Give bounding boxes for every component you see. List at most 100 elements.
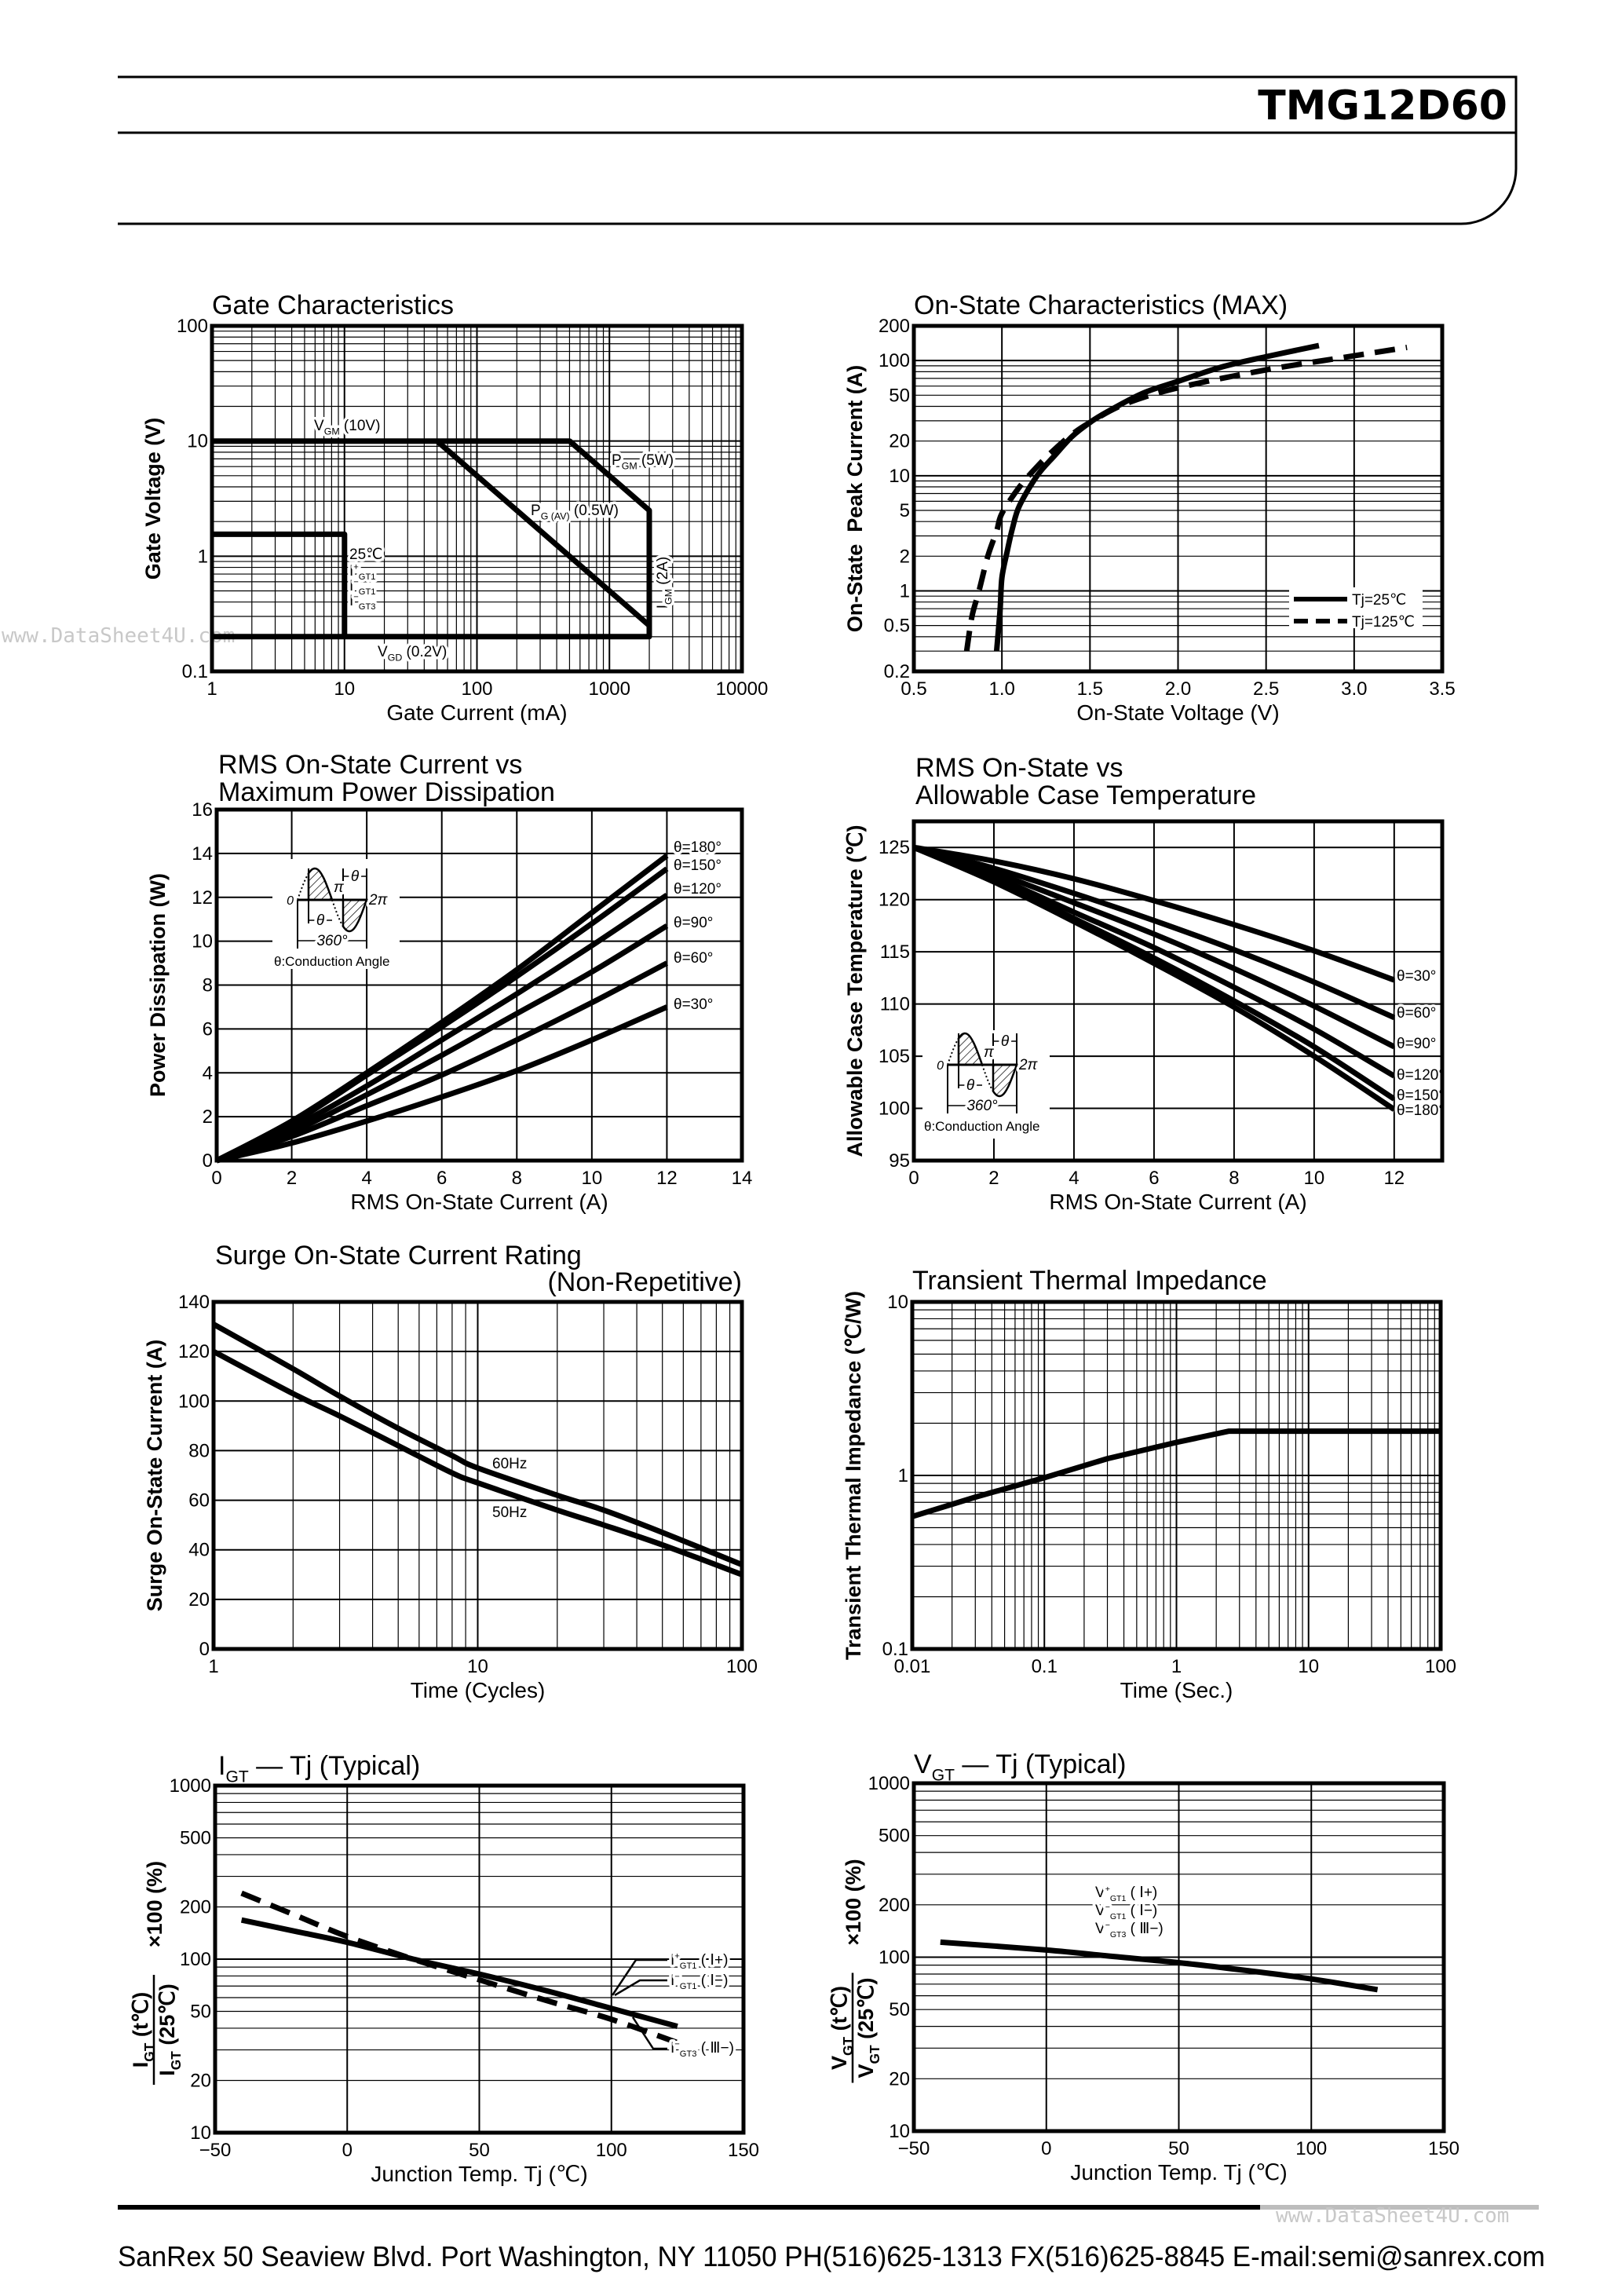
text-part: (25℃) xyxy=(854,1978,878,2046)
y-tick-label: 500 xyxy=(879,1826,910,1847)
series-line-1 xyxy=(435,439,652,628)
y-tick-label: 16 xyxy=(192,799,213,821)
y-tick-label: 10 xyxy=(887,1292,908,1313)
two-pi-label: 2π xyxy=(1018,1057,1039,1073)
y-tick-label: 10 xyxy=(889,2121,910,2142)
series-line-50Hz xyxy=(212,1349,743,1578)
conduction-angle-diagram: 0 π 2π θ θ 360° θ:Conduction Angle xyxy=(922,1030,1050,1139)
text-part: (2A) xyxy=(655,557,671,589)
y-tick-label: 120 xyxy=(178,1341,210,1362)
x-tick-label: 2 xyxy=(988,1168,999,1189)
x-tick-label: 10 xyxy=(582,1168,603,1189)
gridlines xyxy=(914,326,1442,671)
chart-title: Gate Characteristics xyxy=(212,291,454,320)
footer: www.DataSheet4U.com SanRex 50 Seaview Bl… xyxy=(118,2204,1545,2272)
x-tick-label: 0.1 xyxy=(1032,1656,1058,1677)
y-axis-label: On-State Peak Current (A) xyxy=(843,365,867,633)
y-axis-label: Gate Voltage (V) xyxy=(141,418,165,580)
chart-title: Transient Thermal Impedance xyxy=(912,1266,1267,1296)
gridlines xyxy=(214,1302,742,1649)
y-tick-label: 50 xyxy=(889,385,910,406)
x-tick-label: 6 xyxy=(1149,1168,1159,1189)
subscript-text: GT3 xyxy=(359,602,376,612)
gridlines xyxy=(912,1302,1441,1649)
subscript-text: GT1 xyxy=(359,572,376,582)
series-label: θ=90° xyxy=(674,915,713,931)
supscript-text: + xyxy=(1105,1885,1110,1894)
text-part: RMS On-State Current (A) xyxy=(350,1190,608,1214)
text-part: I xyxy=(218,1751,225,1781)
text-part: (10V) xyxy=(340,418,381,434)
x-tick-label: 0 xyxy=(908,1168,919,1189)
gridlines xyxy=(914,1783,1444,2131)
subscript-text: GM xyxy=(324,426,340,437)
y-axis-label: VGT (t℃)VGT (25℃)×100 (%) xyxy=(827,1859,882,2083)
subscript-text: GT3 xyxy=(1110,1930,1127,1940)
two-pi-label: 2π xyxy=(368,892,389,909)
waveform-off-segment xyxy=(947,1037,959,1066)
text-part: V xyxy=(314,418,324,434)
y-tick-label: 0 xyxy=(203,1150,213,1172)
series-line-90 xyxy=(912,844,1396,1050)
supscript-text: − xyxy=(353,577,359,587)
supscript-text: − xyxy=(674,2039,680,2049)
y-tick-label: 20 xyxy=(889,2068,910,2089)
series-label: θ=90° xyxy=(1397,1036,1436,1052)
y-tick-label: 200 xyxy=(879,316,910,337)
watermark-footer: www.DataSheet4U.com xyxy=(1276,2204,1509,2228)
y-tick-label: 500 xyxy=(180,1828,211,1849)
waveform-off-segment xyxy=(981,1064,994,1092)
waveform-conduction-negative xyxy=(992,1063,1018,1098)
plot-frame xyxy=(911,1781,1446,2133)
y-tick-label: 5 xyxy=(900,500,910,521)
subscript-text: GM xyxy=(663,589,674,605)
diagram-background xyxy=(272,859,400,969)
plot-frame xyxy=(214,807,744,1163)
y-tick-label: 1 xyxy=(898,1465,908,1486)
x-axis-label: On-State Voltage (V) xyxy=(1076,700,1279,725)
annotation: PG (AV) (0.5W) xyxy=(531,503,619,522)
y-tick-label: 0 xyxy=(199,1639,210,1660)
x-tick-label: −50 xyxy=(898,2138,930,2159)
text-part: Surge On-State Current (A) xyxy=(143,1340,166,1612)
text-part: Junction Temp. Tj (℃) xyxy=(1070,2160,1287,2184)
x-tick-label: 1 xyxy=(208,1656,218,1677)
legend: Tj=25℃ Tj=125℃ xyxy=(1289,587,1423,631)
text-part: V xyxy=(378,644,388,660)
series-line-30 xyxy=(913,844,1396,983)
text-part: Allowable Case Temperature xyxy=(915,781,1256,810)
annotation: I+GT1 ( Ⅰ+) xyxy=(670,1951,728,1971)
text-part: (0.5W) xyxy=(570,503,619,519)
waveform-conduction-positive xyxy=(957,1032,984,1066)
y-tick-label: 0.1 xyxy=(882,1639,908,1660)
chart-title: Surge On-State Current Rating xyxy=(215,1241,582,1270)
conduction-angle-caption: θ:Conduction Angle xyxy=(924,1119,1039,1134)
y-tick-label: 20 xyxy=(889,431,910,452)
text-part: RMS On-State vs xyxy=(915,753,1123,783)
series-label: θ=150° xyxy=(1397,1088,1445,1104)
text-part: Gate Characteristics xyxy=(212,291,454,320)
series-label: θ=30° xyxy=(1397,968,1436,985)
y-tick-label: 115 xyxy=(880,941,910,963)
watermark-left: www.DataSheet4U.com xyxy=(2,624,235,648)
text-part: On-State Characteristics (MAX) xyxy=(914,291,1288,320)
series-group xyxy=(963,342,1408,652)
series-label: 60Hz xyxy=(492,1456,527,1472)
series-line-2 xyxy=(212,531,348,637)
y-axis-label: Surge On-State Current (A) xyxy=(143,1340,166,1612)
y-tick-label: 6 xyxy=(203,1018,213,1040)
series-line-0 xyxy=(940,1939,1379,1993)
text-part: V xyxy=(854,2064,878,2078)
waveform-conduction-negative xyxy=(342,898,368,933)
x-tick-label: 2.5 xyxy=(1253,678,1279,700)
x-tick-label: 3.5 xyxy=(1429,678,1455,700)
series-line-60 xyxy=(215,960,669,1164)
y-tick-label: 100 xyxy=(180,1949,211,1970)
y-label-denominator: IGT (25℃) xyxy=(155,1983,184,2075)
leader-line xyxy=(611,1958,667,1996)
x-axis-label: Junction Temp. Tj (℃) xyxy=(371,2162,587,2186)
plot-frame xyxy=(910,1300,1443,1651)
series-group xyxy=(940,1939,1379,1993)
